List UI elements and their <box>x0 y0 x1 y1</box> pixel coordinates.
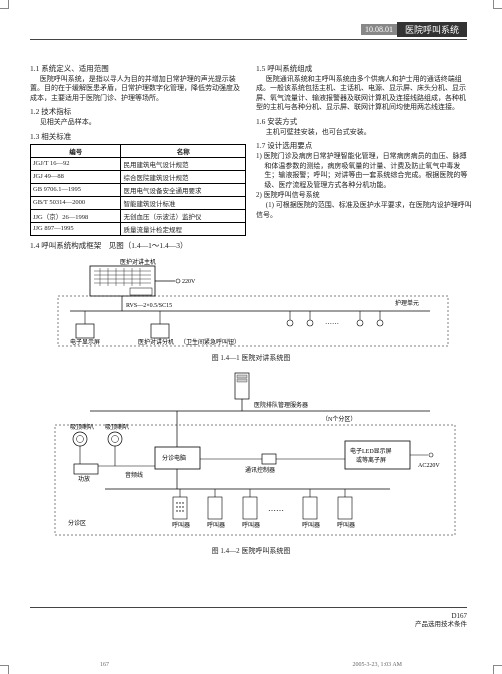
para-1-6: 主机可壁挂安装，也可台式安装。 <box>256 128 472 137</box>
cell: GB 9706.1—1995 <box>31 183 121 196</box>
para-1-1: 医院呼叫系统，是指以寻人为目的并增加日常护理的声光提示装置。目的在于缓解医患矛盾… <box>30 75 246 103</box>
lbl-caller: 呼叫器 <box>337 521 355 529</box>
print-page: 167 <box>100 662 109 668</box>
section-code: 10.08.01 <box>361 24 397 35</box>
header-rule <box>30 39 467 40</box>
standards-table: 编号 名称 JGJ/T 16—92民用建筑电气设计规范 JGJ 49—88综合医… <box>30 144 246 236</box>
th-code: 编号 <box>31 144 121 157</box>
lbl-power: 功放 <box>78 475 90 483</box>
lbl-led-1: 电子LED显示屏 <box>350 447 392 455</box>
lbl-extA: 电子显示屏 <box>70 338 100 346</box>
page: 10.08.01 医院呼叫系统 1.1 系统定义、适用范围 医院呼叫系统，是指以… <box>0 0 502 674</box>
heading-1-2: 1.2 技术指标 <box>30 106 246 117</box>
list-item: 1) 医院门诊及病房日常护理智能化管理，日常病房病员的血压、脉搏和体温参数的测绘… <box>256 152 472 190</box>
lbl-unit: 护理单元 <box>395 299 419 307</box>
cell: 质量流量计检定规程 <box>121 222 246 235</box>
print-footer: 167 2005-3-23, 1:03 AM <box>0 662 502 668</box>
figure-1-caption: 图 1.4—1 医院对讲系统图 <box>30 353 472 363</box>
th-name: 名称 <box>121 144 246 157</box>
lbl-wire: RVS—2×0.5/SC15 <box>126 303 172 309</box>
lbl-caller: 呼叫器 <box>302 521 320 529</box>
lbl-220v: 220V <box>182 279 196 285</box>
para-1-2: 见相关产品样本。 <box>30 118 246 127</box>
lbl-spkA: 吸顶喇叭 <box>70 423 94 431</box>
lbl-ac: AC220V <box>418 463 440 469</box>
lbl-spkB: 吸顶喇叭 <box>105 423 129 431</box>
cell: 综合医院建筑设计规范 <box>121 170 246 183</box>
figure-2-caption: 图 1.4—2 医院呼叫系统图 <box>30 546 472 556</box>
lbl-mid: （卫生间紧急呼叫钮） <box>180 338 240 346</box>
heading-1-4: 1.4 呼叫系统构成框架 见图（1.4—1～1.4—3） <box>30 240 246 251</box>
figure-1: 医护对讲主机 220V RVS—2×0.5/SC15 <box>30 256 472 363</box>
section-header: 10.08.01 医院呼叫系统 <box>361 22 467 36</box>
lbl-extB: 医护对讲分机 <box>138 338 174 346</box>
lbl-caller: 呼叫器 <box>242 521 260 529</box>
cell: JJG 897—1995 <box>31 222 121 235</box>
heading-1-1: 1.1 系统定义、适用范围 <box>30 63 246 74</box>
lbl-zones: （N个分区） <box>322 415 356 423</box>
svg-text:……: …… <box>325 318 339 326</box>
lbl-caller: 呼叫器 <box>172 521 190 529</box>
cell: 无创血压（示波法）监护仪 <box>121 209 246 222</box>
lbl-led-2: 或等离子屏 <box>356 456 386 464</box>
para-sub: (1) 可根据医院的范围、标准及医护水平要求，在医院内设护理呼叫信号。 <box>256 201 472 220</box>
heading-1-3: 1.3 相关标准 <box>30 131 246 142</box>
section-title: 医院呼叫系统 <box>397 22 467 37</box>
lbl-area: 分诊区 <box>68 519 86 527</box>
lbl-ctl: 通讯控制器 <box>245 466 275 474</box>
call-system-diagram: 医院排队管理服务器 （N个分区） 吸顶喇叭 吸顶喇叭 功放 <box>30 369 470 544</box>
heading-1-7: 1.7 设计选用要点 <box>256 140 472 151</box>
crop-mark <box>493 0 502 9</box>
right-column: 1.5 呼叫系统组成 医院通讯系统和主呼叫系统由多个供病人和护士用的通话终端组成… <box>256 60 472 252</box>
list-item: 2) 医院呼叫信号系统 <box>256 191 472 200</box>
para-1-5: 医院通讯系统和主呼叫系统由多个供病人和护士用的通话终端组成。一般该系统包括主机、… <box>256 75 472 113</box>
design-list: 1) 医院门诊及病房日常护理智能化管理，日常病房病员的血压、脉搏和体温参数的测绘… <box>256 152 472 200</box>
cell: JGJ/T 16—92 <box>31 157 121 170</box>
cell: 医用电气设备安全通用要求 <box>121 183 246 196</box>
lbl-caller: 呼叫器 <box>207 521 225 529</box>
two-columns: 1.1 系统定义、适用范围 医院呼叫系统，是指以寻人为目的并增加日常护理的声光提… <box>30 60 472 252</box>
cell: 智能建筑设计标准 <box>121 196 246 209</box>
heading-1-6: 1.6 安装方式 <box>256 116 472 127</box>
heading-1-5: 1.5 呼叫系统组成 <box>256 63 472 74</box>
left-column: 1.1 系统定义、适用范围 医院呼叫系统，是指以寻人为目的并增加日常护理的声光提… <box>30 60 246 252</box>
figure-2: 医院排队管理服务器 （N个分区） 吸顶喇叭 吸顶喇叭 功放 <box>30 369 472 556</box>
cell: GB/T 50314—2000 <box>31 196 121 209</box>
print-timestamp: 2005-3-23, 1:03 AM <box>353 662 403 668</box>
footer-rule <box>30 607 467 608</box>
intercom-diagram: 医护对讲主机 220V RVS—2×0.5/SC15 <box>30 256 470 351</box>
crop-mark <box>0 0 9 9</box>
lbl-amp: 音频线 <box>125 471 143 479</box>
cell: JJG（京）26—1998 <box>31 209 121 222</box>
lbl-host: 医护对讲主机 <box>120 258 156 266</box>
lbl-pc: 分诊电脑 <box>162 454 186 462</box>
footer-label: 产品选用技术条件 <box>415 618 467 628</box>
lbl-server: 医院排队管理服务器 <box>254 401 308 409</box>
cell: 民用建筑电气设计规范 <box>121 157 246 170</box>
cell: JGJ 49—88 <box>31 170 121 183</box>
svg-text:……: …… <box>268 504 284 513</box>
